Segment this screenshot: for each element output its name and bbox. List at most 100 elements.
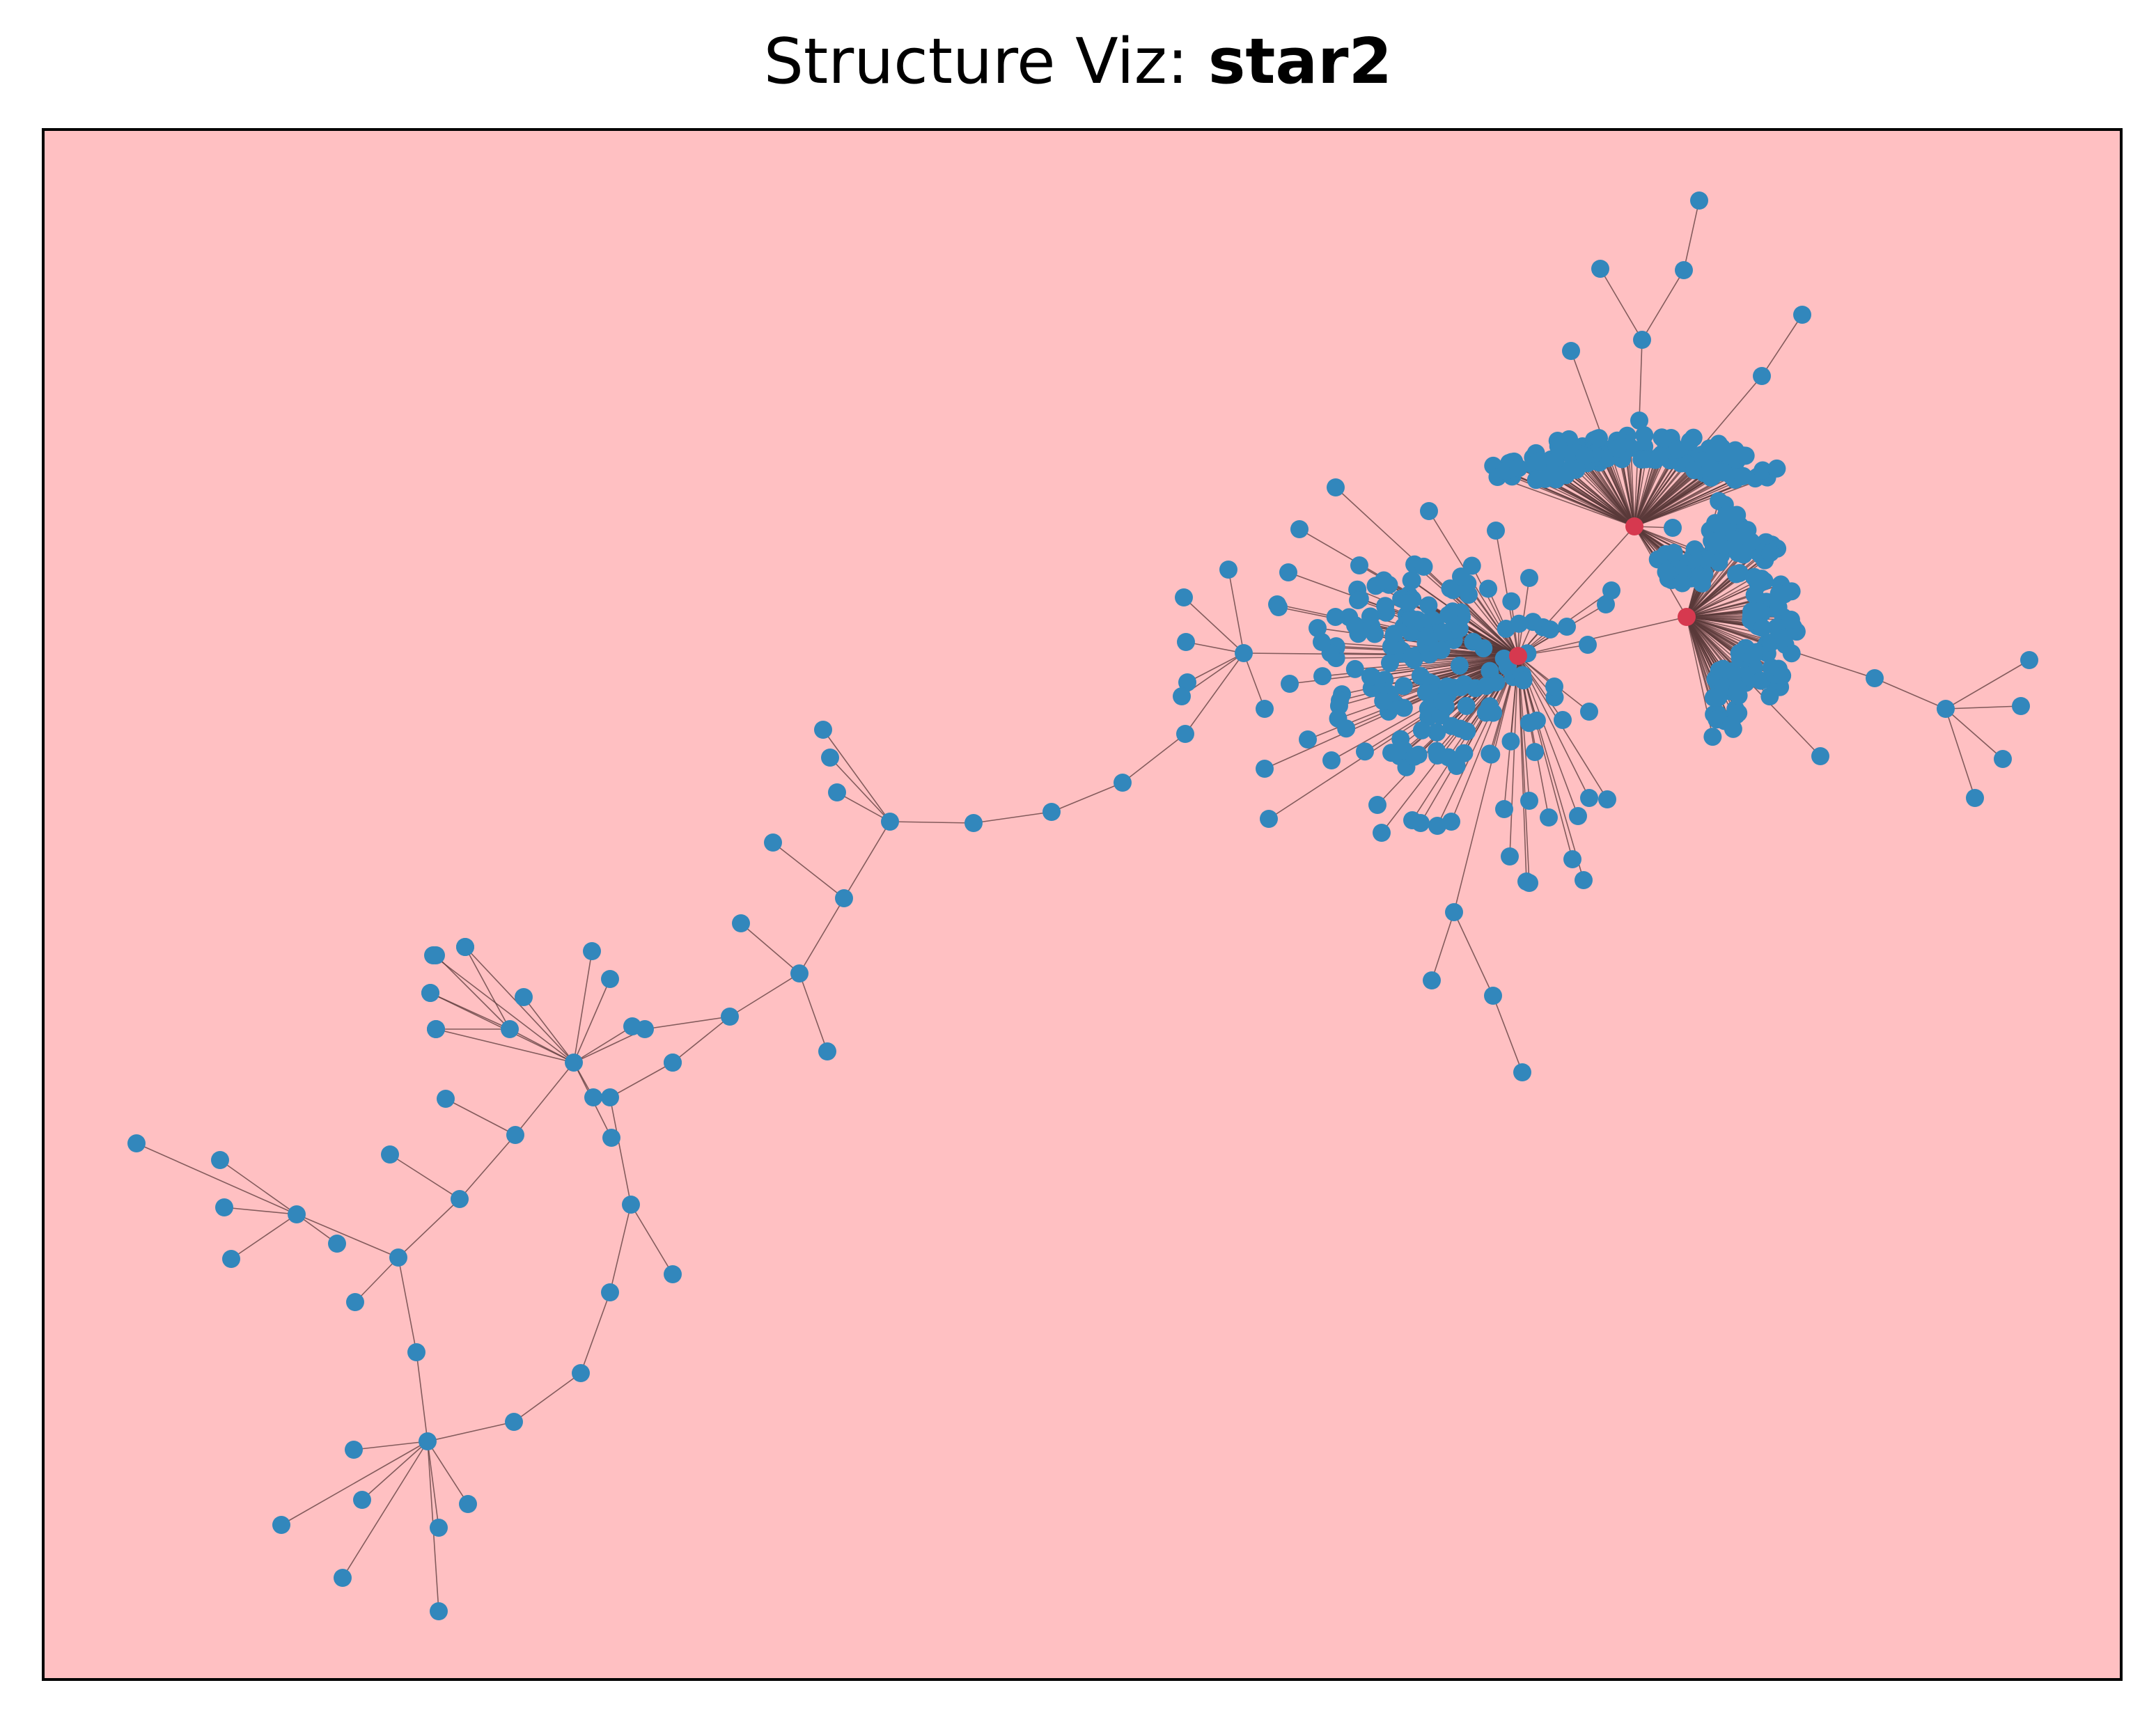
graph-node [1313,633,1331,651]
graph-node [622,1196,640,1214]
graph-node [623,1017,641,1035]
graph-node [1384,625,1403,643]
graph-edge [1945,659,2030,710]
graph-edge [1187,652,1244,683]
graph-node [1256,700,1274,718]
graph-edge [1517,616,1687,657]
graph-node [1433,693,1452,712]
graph-node [1442,813,1460,831]
graph-edge [427,1421,515,1442]
graph-node [1514,671,1533,690]
graph-node [1331,691,1349,710]
graph-node [389,1248,407,1267]
graph-edge [740,923,800,974]
graph-node [427,1020,445,1038]
graph-node [1575,446,1594,465]
graph-edge [1761,314,1803,377]
graph-node [353,1491,371,1509]
graph-node [1937,700,1955,718]
graph-node [1608,439,1627,458]
graph-node [1412,721,1431,739]
graph-edge [1228,569,1244,654]
graph-node [1361,667,1380,686]
graph-edge [513,1372,581,1423]
graph-node [456,938,474,956]
graph-node [1447,756,1466,775]
graph-node [1349,591,1367,609]
graph-node [1510,614,1529,633]
graph-edge [1634,459,1643,527]
graph-node [1419,596,1438,615]
graph-edge [1492,995,1523,1073]
graph-node [1432,641,1451,659]
graph-node [1479,579,1498,598]
graph-node [328,1235,346,1253]
graph-node [1545,678,1563,696]
graph-node [1382,744,1401,762]
graph-node [1811,747,1829,765]
graph-node [2020,651,2038,669]
graph-edge [224,1207,297,1215]
graph-node [1327,478,1345,496]
graph-node [1399,594,1417,612]
graph-node [1414,557,1433,576]
graph-node [1346,616,1364,634]
graph-node [1458,722,1476,741]
graph-node [505,1413,523,1431]
graph-node [430,1519,448,1537]
graph-edge [609,1204,632,1293]
graph-node [1701,459,1720,478]
graph-node [346,1293,364,1311]
graph-node [1394,698,1413,717]
graph-node [1482,745,1501,764]
graph-edge [136,1143,297,1215]
graph-edge [342,1441,428,1579]
graph-edge [464,946,510,1030]
graph-node [881,813,899,831]
graph-node [1549,466,1568,485]
graph-node [821,749,839,767]
graph-node [272,1516,290,1534]
graph-node [1567,460,1586,479]
graph-edge [435,1028,575,1063]
graph-node [1710,553,1728,572]
graph-node [601,970,619,988]
graph-node [1403,571,1421,590]
graph-node [1042,803,1061,821]
graph-node [1770,584,1788,603]
graph-node [1416,683,1435,702]
graph-node [1549,437,1568,455]
graph-edge [515,1062,575,1136]
graph-node [1591,260,1609,278]
graph-edge [353,1441,428,1450]
graph-node [1477,677,1496,696]
graph-edge [973,811,1052,824]
graph-node [1256,760,1274,778]
graph-edge [630,1204,673,1275]
graph-node [1680,432,1699,451]
graph-node [1502,592,1521,611]
graph-edge [219,1159,297,1215]
graph-node [1219,561,1237,579]
graph-node [1703,728,1722,746]
graph-node [1580,789,1598,807]
graph-edge [799,973,828,1052]
graph-node [1673,574,1692,593]
graph-node [835,889,853,907]
graph-node [1345,659,1364,678]
graph-node [1114,774,1132,792]
graph-node [1428,723,1446,742]
graph-node [1428,746,1447,765]
graph-node [1444,581,1462,600]
graph-edge [1495,530,1519,657]
graph-node [1419,627,1437,645]
graph-node [1484,987,1502,1005]
graph-edge [843,821,891,899]
graph-node [1175,588,1193,606]
graph-edge [427,1441,439,1528]
graph-edge [281,1441,428,1526]
graph-node [1520,714,1538,733]
graph-node [1966,789,1984,807]
graph-edge [889,821,974,824]
